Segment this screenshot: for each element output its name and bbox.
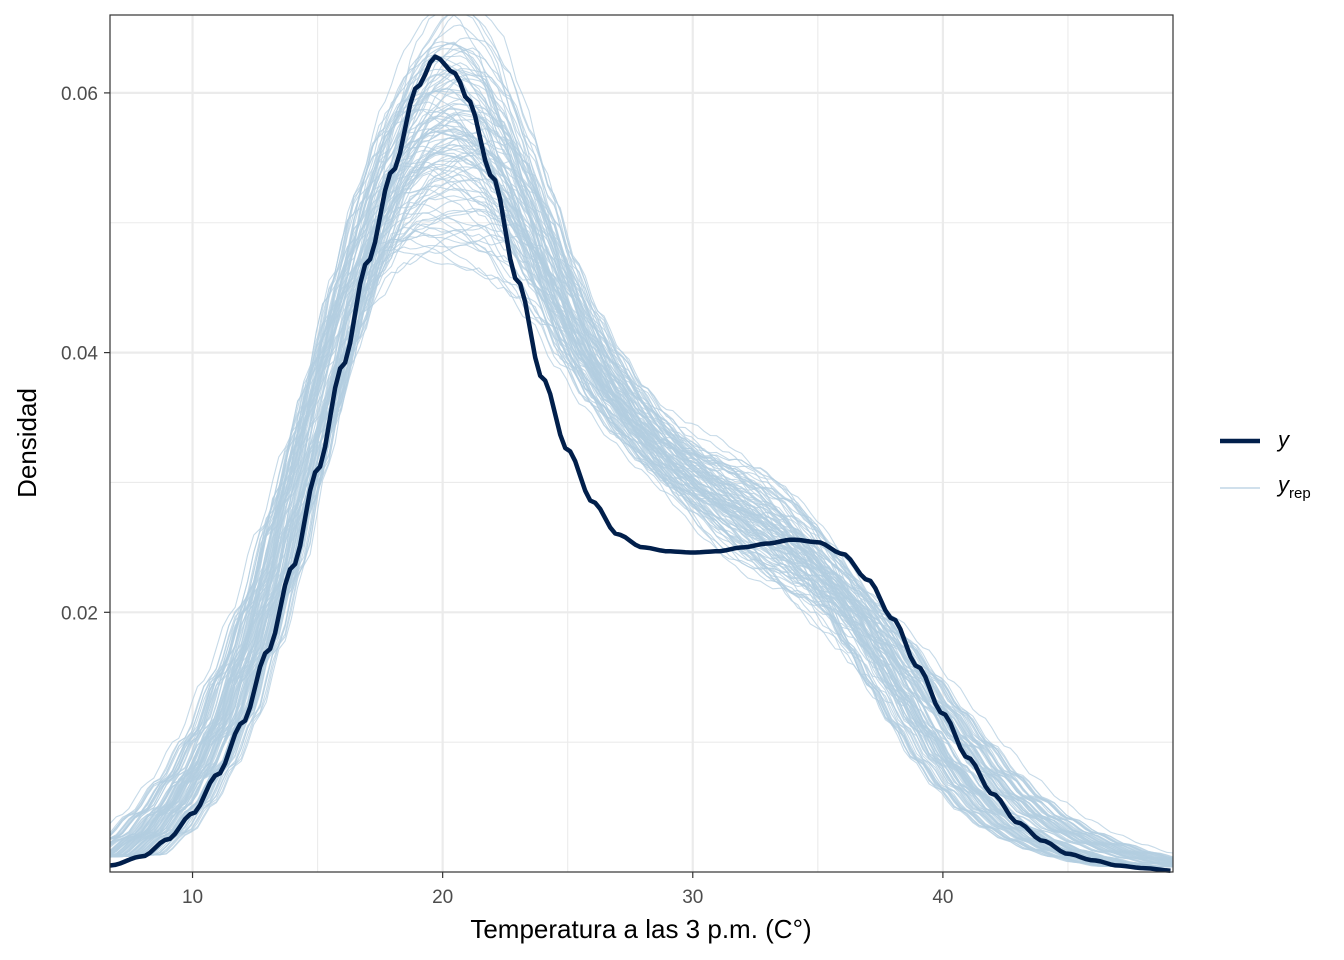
x-tick-label: 40 — [932, 887, 953, 908]
y-rep-line — [110, 152, 1174, 865]
y-rep-line — [109, 229, 1174, 865]
y-rep-line — [110, 69, 1173, 867]
y-rep-line — [110, 91, 1173, 868]
y-rep-line — [110, 129, 1174, 868]
y-rep-line — [109, 68, 1173, 868]
y-rep-line — [110, 78, 1173, 868]
y-rep-line — [110, 130, 1173, 868]
y-rep-line — [110, 98, 1174, 866]
y-tick-label: 0.06 — [61, 84, 98, 105]
y-rep-line — [110, 78, 1174, 864]
y-rep-line — [110, 48, 1173, 868]
y-rep-line — [109, 73, 1173, 868]
y-rep-line — [110, 128, 1173, 867]
y-axis-title: Densidad — [12, 388, 42, 498]
legend-label-y-rep: yrep — [1276, 472, 1311, 502]
panel-border — [109, 14, 1174, 873]
y-rep-line — [109, 209, 1174, 859]
y-rep-line — [110, 102, 1173, 867]
y-rep-line — [109, 62, 1173, 868]
axis-ticks: 10 20 30 40 0.02 0.04 0.06 — [61, 84, 953, 908]
y-rep-line — [109, 137, 1174, 864]
legend-subscript-rep: rep — [1289, 485, 1311, 502]
x-tick-label: 10 — [182, 887, 203, 908]
x-tick-label: 20 — [432, 887, 453, 908]
y-rep-line — [109, 113, 1174, 867]
y-series — [109, 54, 1171, 873]
y-rep-line — [110, 74, 1173, 867]
y-rep-line — [110, 110, 1174, 867]
y-rep-line — [110, 139, 1173, 867]
y-rep-line — [109, 208, 1174, 863]
y-rep-line — [110, 107, 1173, 868]
y-observed-line — [109, 54, 1171, 873]
y-rep-line — [110, 92, 1173, 867]
y-rep-line — [109, 130, 1173, 868]
y-rep-line — [110, 37, 1173, 867]
y-rep-line — [110, 47, 1173, 868]
y-rep-line — [110, 142, 1173, 868]
legend: y yrep — [1220, 427, 1311, 502]
y-rep-line — [109, 117, 1173, 868]
y-rep-line — [109, 90, 1173, 868]
y-rep-line — [110, 67, 1173, 867]
y-rep-line — [109, 144, 1174, 864]
legend-label-y: y — [1276, 427, 1291, 452]
y-tick-label: 0.04 — [61, 344, 98, 365]
y-rep-line — [109, 146, 1174, 865]
y-rep-line — [109, 153, 1174, 865]
y-rep-line — [109, 88, 1173, 868]
y-rep-line — [110, 128, 1173, 868]
y-rep-series — [109, 14, 1174, 868]
x-axis-title: Temperatura a las 3 p.m. (C°) — [470, 914, 811, 944]
y-rep-line — [110, 14, 1173, 867]
y-rep-line — [110, 114, 1173, 868]
y-tick-label: 0.02 — [61, 603, 98, 624]
y-rep-line — [110, 74, 1174, 867]
y-rep-line — [109, 145, 1173, 868]
y-rep-line — [109, 124, 1173, 868]
x-tick-label: 30 — [682, 887, 703, 908]
y-rep-line — [109, 149, 1173, 868]
y-rep-line — [110, 90, 1173, 867]
y-rep-line — [110, 69, 1173, 867]
y-rep-line — [110, 152, 1174, 866]
y-rep-line — [109, 148, 1174, 863]
y-rep-line — [110, 116, 1173, 867]
y-rep-line — [109, 88, 1173, 868]
y-rep-line — [109, 155, 1174, 864]
y-rep-line — [109, 79, 1173, 868]
y-rep-line — [109, 131, 1173, 868]
y-rep-line — [110, 48, 1173, 867]
